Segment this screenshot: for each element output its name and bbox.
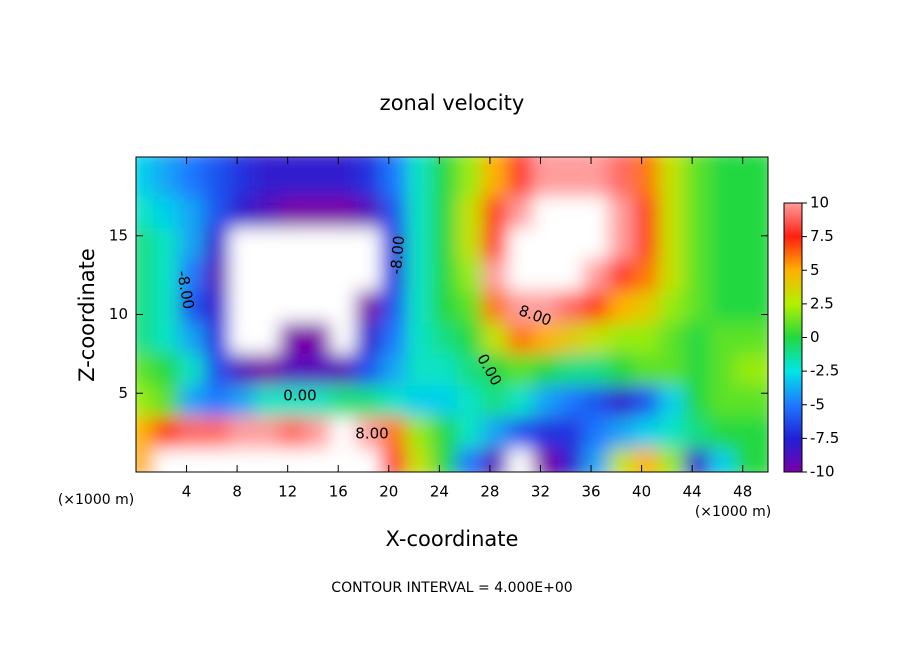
colorbar-tick-label: -5 <box>810 395 825 413</box>
x-tick-label: 48 <box>733 483 752 501</box>
colorbar-tick-label: -2.5 <box>810 362 839 380</box>
y-tick-label: 10 <box>109 305 128 323</box>
x-tick-label: 24 <box>430 483 449 501</box>
colorbar-tick-label: 0 <box>810 328 820 346</box>
colorbar-tick-label: 10 <box>810 194 829 212</box>
colorbar-tick-label: 7.5 <box>810 227 834 245</box>
field-cell <box>734 157 768 197</box>
x-tick-label: 36 <box>581 483 600 501</box>
x-tick-label: 16 <box>329 483 348 501</box>
colorbar-tick-label: -10 <box>810 463 835 481</box>
x-tick-label: 8 <box>232 483 242 501</box>
x-tick-label: 28 <box>480 483 499 501</box>
contour-label: 0.00 <box>283 387 316 405</box>
chart-title: zonal velocity <box>380 91 525 115</box>
x-tick-label: 12 <box>278 483 297 501</box>
y-tick-label: 15 <box>109 226 128 244</box>
colorbar-tick-label: 2.5 <box>810 294 834 312</box>
colorbar <box>783 202 803 473</box>
field-clip <box>136 157 768 472</box>
y-tick-label: 5 <box>118 384 128 402</box>
x-unit-label: (×1000 m) <box>58 492 134 508</box>
contour-label: -8.00 <box>387 235 408 275</box>
x-tick-label: 40 <box>632 483 651 501</box>
x-tick-label: 20 <box>379 483 398 501</box>
x-tick-label: 44 <box>683 483 702 501</box>
x-axis-label: X-coordinate <box>386 527 519 551</box>
x-unit-label: (×1000 m) <box>695 504 771 520</box>
x-tick-label: 32 <box>531 483 550 501</box>
y-axis-label: Z-coordinate <box>75 248 99 382</box>
field <box>136 157 768 472</box>
colorbar-tick-label: 5 <box>810 261 820 279</box>
footer: CONTOUR INTERVAL = 4.000E+00 <box>331 580 572 596</box>
x-tick-label: 4 <box>182 483 192 501</box>
contour-label: 8.00 <box>355 425 388 443</box>
colorbar-tick-label: -7.5 <box>810 429 839 447</box>
